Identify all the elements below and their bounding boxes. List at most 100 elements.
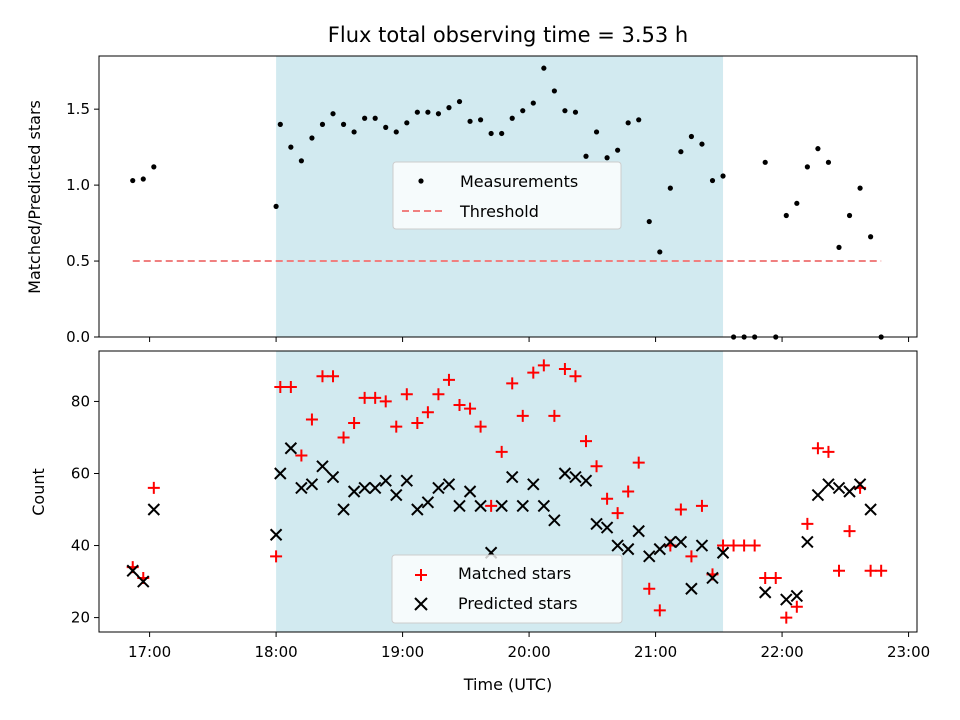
predicted-stars-point	[137, 575, 150, 588]
matched-stars-point	[580, 435, 593, 448]
predicted-stars-point	[421, 496, 435, 509]
measurements-point	[319, 121, 326, 127]
matched-stars-point	[727, 539, 740, 552]
predicted-stars-point	[664, 535, 677, 549]
matched-stars-point	[695, 499, 708, 512]
measurements-point	[794, 200, 800, 206]
matched-stars-point	[516, 409, 529, 422]
predicted-stars-point	[495, 499, 508, 513]
legend-label-matched-stars: Matched stars	[458, 564, 571, 583]
measurements-point	[815, 146, 821, 152]
matched-stars-point	[569, 370, 582, 383]
measurements-point	[825, 159, 832, 165]
matched-stars-point	[147, 481, 160, 494]
predicted-stars-point	[643, 550, 656, 563]
y-tick-label: 20	[71, 609, 90, 627]
predicted-stars-point	[832, 481, 846, 495]
predicted-stars-point	[411, 503, 424, 516]
top-panel: Flux total observing time = 3.53 h Match…	[25, 23, 918, 346]
matched-stars-point	[295, 449, 308, 462]
measurements-point	[688, 133, 695, 140]
matched-stars-point	[717, 539, 730, 552]
matched-stars-point	[369, 391, 382, 404]
measurements-point	[330, 111, 336, 117]
matched-stars-point	[506, 377, 519, 390]
bottom-panel: Count Time (UTC) 20 40 60 80 17:00 18:00 19:00…	[29, 350, 930, 694]
matched-stars-point	[811, 442, 824, 455]
predicted-stars-point	[600, 521, 614, 534]
top-legend: Measurements Threshold	[392, 161, 622, 230]
predicted-stars-point	[864, 503, 877, 516]
measurements-point	[762, 159, 768, 165]
matched-stars-point	[548, 409, 561, 422]
predicted-stars-point	[780, 593, 793, 606]
measurements-point	[583, 153, 589, 159]
predicted-stars-point	[474, 499, 487, 513]
measurements-point	[488, 130, 494, 137]
measurements-point	[667, 185, 673, 191]
matched-stars-point	[748, 539, 761, 552]
predicted-stars-point	[579, 474, 593, 487]
x-tick-label: 23:00	[887, 643, 930, 661]
predicted-stars-point	[843, 485, 856, 498]
predicted-stars-point	[716, 546, 730, 559]
measurements-point	[435, 111, 442, 117]
bottom-legend: Matched stars Predicted stars	[391, 554, 623, 624]
measurements-point	[446, 105, 452, 111]
predicted-stars-point	[400, 474, 414, 487]
measurements-point	[298, 158, 304, 164]
predicted-stars-point	[295, 481, 308, 495]
predicted-stars-point	[801, 535, 814, 549]
axes-frame	[98, 350, 918, 633]
measurements-point	[277, 121, 283, 127]
measurements-point	[383, 124, 389, 130]
predicted-stars-point	[147, 503, 161, 516]
top-y-axis-label: Matched/Predicted stars	[25, 100, 44, 294]
matched-stars-point	[590, 460, 603, 473]
matched-stars-point	[432, 388, 445, 401]
predicted-stars-point	[695, 539, 709, 552]
predicted-stars-point	[811, 488, 825, 502]
predicted-stars-point	[316, 460, 329, 473]
measurements-point	[572, 109, 579, 115]
legend-marker-measurements	[418, 178, 424, 184]
matched-stars-point	[305, 413, 318, 426]
predicted-stars-point	[432, 481, 445, 495]
legend-marker-predicted-stars	[414, 597, 428, 611]
matched-stars-point	[442, 373, 455, 386]
y-tick-label: 80	[71, 392, 90, 410]
x-tick-label: 21:00	[634, 643, 677, 661]
matched-stars-point	[537, 359, 550, 372]
predicted-stars-point	[653, 542, 667, 556]
y-tick-label: 0.0	[66, 328, 90, 346]
predicted-stars-point	[390, 488, 403, 502]
measurements-point	[467, 118, 473, 124]
measurements-point	[288, 144, 294, 150]
predicted-stars-point	[569, 470, 582, 484]
predicted-stars-point	[347, 485, 361, 498]
predicted-stars-point	[685, 582, 698, 595]
matched-stars-point	[495, 445, 508, 458]
predicted-stars-point	[758, 586, 772, 599]
measurements-point	[351, 129, 357, 135]
chart-title: Flux total observing time = 3.53 h	[328, 23, 688, 47]
matched-stars-point	[832, 564, 845, 577]
matched-stars-point	[358, 391, 371, 404]
measurements-point	[699, 141, 705, 147]
predicted-stars-point	[706, 571, 719, 585]
matched-stars-point	[611, 507, 624, 520]
x-tick-label: 22:00	[760, 643, 803, 661]
predicted-stars-point	[590, 517, 603, 531]
measurements-point	[562, 108, 568, 114]
predicted-stars-point	[463, 485, 477, 498]
measurements-point	[846, 212, 853, 219]
predicted-stars-point	[442, 478, 456, 491]
matched-stars-point	[769, 571, 782, 584]
measurements-point	[456, 98, 463, 105]
matched-stars-point	[738, 539, 751, 552]
measurements-point	[646, 218, 652, 225]
matched-stars-point	[653, 604, 666, 617]
measurements-point	[836, 244, 842, 250]
matched-stars-point	[270, 550, 283, 563]
